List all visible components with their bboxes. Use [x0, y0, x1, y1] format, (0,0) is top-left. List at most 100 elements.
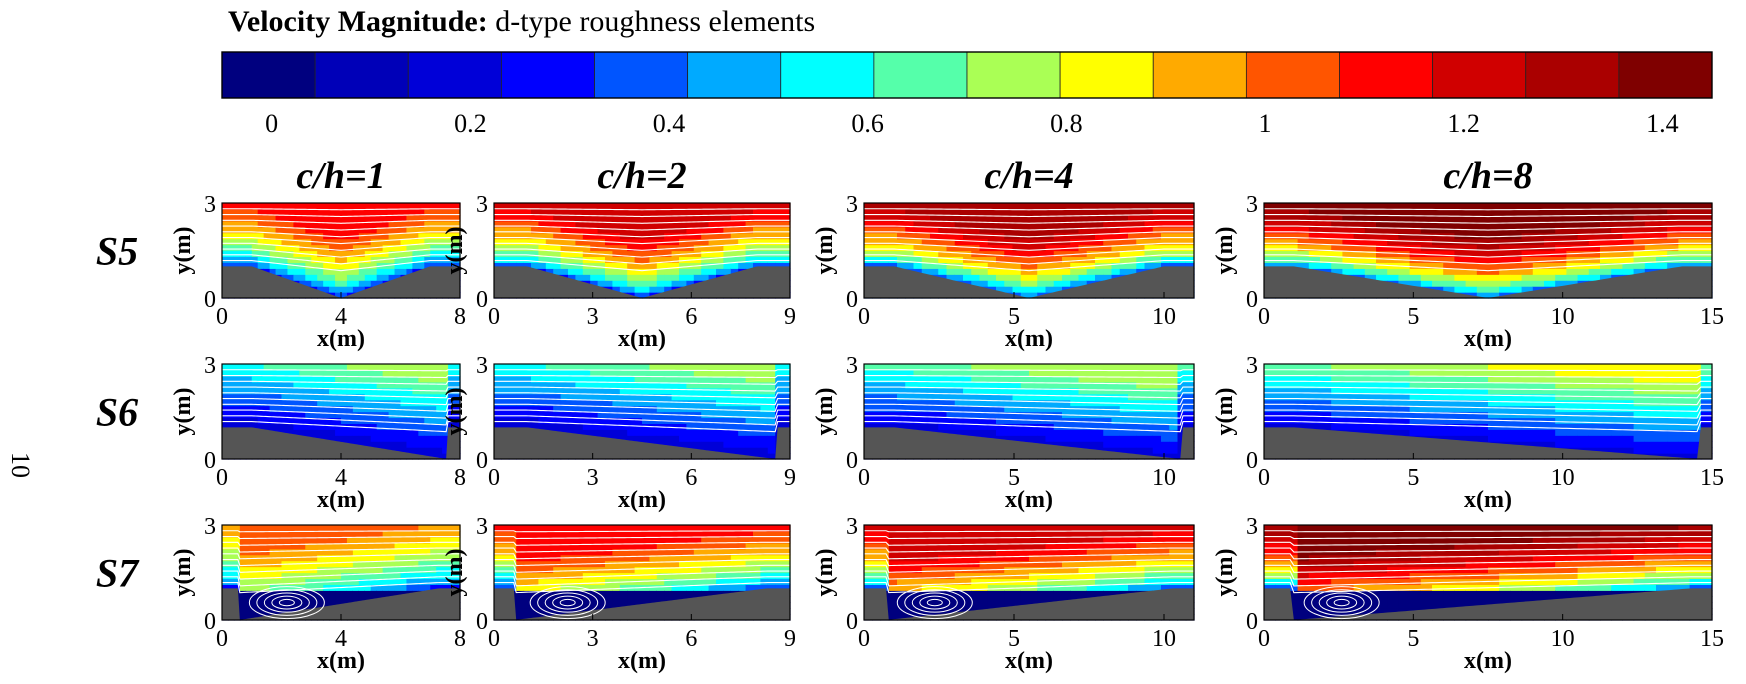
field-cell [708, 232, 717, 240]
field-cell [716, 369, 724, 377]
field-cell [1409, 399, 1422, 407]
field-cell [642, 238, 650, 246]
field-cell [1443, 375, 1455, 383]
field-cell [227, 238, 235, 246]
field-cell [1454, 286, 1467, 293]
field-cell [494, 399, 502, 407]
field-cell [370, 220, 378, 228]
field-cell [963, 423, 972, 430]
field-cell [1004, 244, 1014, 252]
field-cell [987, 262, 997, 269]
field-cell [575, 387, 584, 395]
field-cell [1476, 232, 1489, 240]
field-cell [560, 268, 569, 275]
field-cell [245, 375, 253, 383]
field-cell [1037, 220, 1047, 228]
field-cell [642, 435, 650, 442]
field-cell [269, 423, 277, 430]
field-cell [222, 411, 229, 419]
field-cell [1136, 232, 1146, 240]
field-cell [400, 435, 408, 442]
field-cell [987, 220, 997, 228]
field-cell [263, 381, 271, 389]
field-cell [963, 405, 972, 413]
field-cell [553, 375, 562, 383]
field-cell [996, 387, 1005, 395]
field-cell [971, 208, 981, 216]
field-cell [516, 256, 525, 263]
field-cell [269, 405, 277, 413]
field-cell [1111, 375, 1121, 383]
field-cell [1062, 256, 1071, 263]
field-cell [1353, 381, 1366, 389]
field-cell [590, 364, 599, 371]
field-cell [946, 399, 956, 407]
field-cell [1161, 393, 1170, 401]
field-cell [1012, 268, 1022, 275]
field-cell [293, 381, 300, 389]
field-cell [305, 417, 312, 424]
field-cell [1177, 405, 1187, 413]
field-cell [1095, 214, 1104, 222]
x-axis-label: x(m) [1005, 326, 1053, 352]
streamline [494, 254, 790, 265]
field-cell [679, 441, 687, 448]
field-cell [1078, 393, 1088, 401]
field-cell [1045, 429, 1055, 436]
field-cell [590, 375, 599, 383]
field-cell [1644, 203, 1657, 210]
field-cell [1342, 387, 1355, 395]
field-cell [1037, 429, 1047, 436]
field-cell [1286, 244, 1299, 252]
field-cell [642, 399, 650, 407]
field-cell [930, 399, 939, 407]
field-cell [263, 405, 271, 413]
field-cell [1387, 393, 1399, 401]
field-cell [1111, 238, 1121, 246]
field-cell [686, 220, 695, 228]
field-cell [364, 369, 372, 377]
field-cell [1465, 423, 1478, 430]
field-cell [619, 364, 628, 371]
field-cell [275, 417, 283, 424]
field-cell [1012, 280, 1022, 287]
field-cell [1128, 429, 1137, 436]
field-cell [1128, 375, 1137, 383]
field-cell [1111, 220, 1121, 228]
field-cell [346, 375, 354, 383]
field-cell [1398, 364, 1411, 371]
field-cell [1037, 214, 1047, 222]
field-cell [1689, 244, 1702, 252]
field-cell [921, 238, 931, 246]
field-cell [880, 417, 890, 424]
streamline [864, 369, 1194, 372]
field-cell [723, 262, 732, 269]
field-cell [1308, 208, 1321, 216]
field-cell [738, 364, 747, 371]
field-cell [782, 250, 791, 258]
field-cell [716, 262, 724, 269]
field-cell [352, 429, 360, 436]
field-cell [1443, 364, 1455, 371]
field-cell [430, 423, 437, 430]
field-cell [233, 226, 241, 234]
field-cell [560, 417, 569, 424]
field-cell [753, 256, 761, 263]
field-cell [1062, 393, 1071, 401]
field-cell [634, 274, 643, 281]
field-cell [938, 203, 948, 210]
streamline [494, 260, 790, 272]
field-cell [664, 256, 673, 263]
field-cell [1286, 214, 1299, 222]
field-cell [352, 286, 360, 293]
field-cell [335, 429, 342, 436]
field-cell [1037, 238, 1047, 246]
x-tick-label: 8 [454, 304, 466, 330]
field-cell [323, 393, 330, 401]
field-cell [1012, 238, 1022, 246]
field-cell [738, 226, 747, 234]
field-cell [1053, 274, 1063, 281]
field-cell [1062, 250, 1071, 258]
field-cell [979, 375, 989, 383]
field-cell [287, 417, 294, 424]
